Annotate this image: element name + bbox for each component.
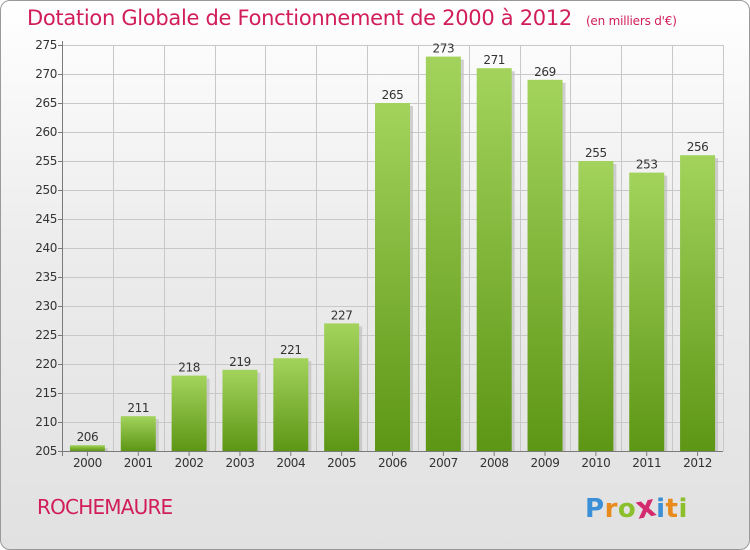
y-tick-label: 260 xyxy=(35,125,57,139)
data-label: 255 xyxy=(585,146,607,160)
x-tick-label: 2009 xyxy=(531,456,560,470)
bar xyxy=(578,161,614,451)
y-tick-label: 210 xyxy=(35,415,57,429)
bar xyxy=(69,445,105,451)
x-tick-labels: 2000 2001 2002 2003 2004 2005 2006 2007 2008 2009… xyxy=(73,456,713,470)
x-tick-label: 2005 xyxy=(327,456,356,470)
data-label: 253 xyxy=(636,158,658,172)
y-tick-label: 250 xyxy=(35,183,57,197)
y-tick-label: 245 xyxy=(35,212,57,226)
x-tick-label: 2002 xyxy=(175,456,204,470)
x-tick-label: 2004 xyxy=(276,456,305,470)
y-tick-label: 215 xyxy=(35,386,57,400)
data-label: 221 xyxy=(280,343,302,357)
y-tick-label: 225 xyxy=(35,328,57,342)
data-label: 269 xyxy=(534,65,556,79)
chart-title: Dotation Globale de Fonctionnement de 20… xyxy=(27,6,572,30)
bar xyxy=(171,375,207,451)
data-label: 218 xyxy=(178,361,200,375)
bar xyxy=(629,172,665,451)
bar xyxy=(476,68,512,451)
data-label: 273 xyxy=(432,42,454,56)
bar xyxy=(425,56,461,451)
data-label: 271 xyxy=(483,53,505,67)
bar xyxy=(222,369,258,451)
data-label: 219 xyxy=(229,355,251,369)
x-tick-label: 2012 xyxy=(683,456,712,470)
y-tick-label: 235 xyxy=(35,270,57,284)
logo-letter: o xyxy=(617,494,637,524)
axes xyxy=(58,41,723,456)
y-tick-label: 230 xyxy=(35,299,57,313)
data-label: 206 xyxy=(77,430,99,444)
y-tick-label: 255 xyxy=(35,154,57,168)
data-labels: 206 211 218 219 221 227 265 273 271 269 255 253 256 xyxy=(77,42,709,445)
y-tick-label: 265 xyxy=(35,96,57,110)
chart-header: Dotation Globale de Fonctionnement de 20… xyxy=(27,6,677,30)
data-label: 211 xyxy=(127,401,149,415)
logo-letter: r xyxy=(604,494,618,524)
bar xyxy=(273,358,309,451)
x-tick-label: 2001 xyxy=(124,456,153,470)
y-tick-label: 205 xyxy=(35,444,57,458)
data-label: 256 xyxy=(687,140,709,154)
x-tick-label: 2003 xyxy=(225,456,254,470)
y-tick-label: 275 xyxy=(35,38,57,52)
bar xyxy=(120,416,156,451)
x-tick-label: 2008 xyxy=(480,456,509,470)
y-tick-label: 220 xyxy=(35,357,57,371)
y-tick-label: 270 xyxy=(35,67,57,81)
y-tick-labels: 205 210 215 220 225 230 235 240 245 250 255 260 265 2… xyxy=(35,38,57,458)
x-tick-label: 2007 xyxy=(429,456,458,470)
bar xyxy=(527,79,563,452)
bar xyxy=(375,103,410,451)
logo-letter: t xyxy=(665,494,679,524)
y-tick-label: 240 xyxy=(35,241,57,255)
x-tick-label: 2010 xyxy=(581,456,610,470)
x-tick-label: 2000 xyxy=(73,456,102,470)
bar xyxy=(680,155,716,451)
data-label: 227 xyxy=(331,308,353,322)
data-label: 265 xyxy=(382,88,404,102)
proxiti-logo: Proxiti xyxy=(585,488,688,526)
logo-letter: i xyxy=(678,494,688,524)
x-tick-label: 2011 xyxy=(632,456,661,470)
bar xyxy=(324,323,360,451)
bars xyxy=(69,56,719,452)
commune-name: ROCHEMAURE xyxy=(37,495,173,519)
chart-subtitle: (en milliers d'€) xyxy=(585,14,677,28)
logo-letter: i xyxy=(656,494,666,524)
logo-letter: P xyxy=(585,494,605,524)
x-tick-label: 2006 xyxy=(378,456,407,470)
